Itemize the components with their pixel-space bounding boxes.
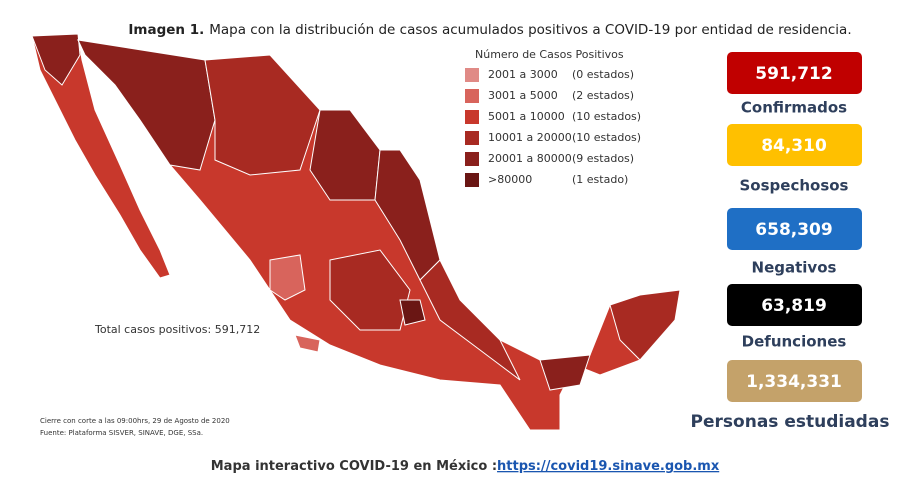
stat-box bbox=[727, 360, 862, 402]
legend-range: 3001 a 5000 bbox=[488, 89, 558, 102]
stat-box bbox=[727, 208, 862, 250]
stat-value: 658,309 bbox=[755, 220, 832, 240]
legend-range: 5001 a 10000 bbox=[488, 110, 565, 123]
legend-count: (10 estados) bbox=[572, 131, 641, 144]
stat-label: Sospechosos bbox=[740, 177, 849, 195]
legend-title: Número de Casos Positivos bbox=[475, 48, 624, 61]
legend-count: (1 estado) bbox=[572, 173, 628, 186]
stats: 591,712 Confirmados 84,310 Sospechosos 658,3… bbox=[691, 52, 890, 432]
legend-range: 20001 a 80000 bbox=[488, 152, 572, 165]
legend: 2001 a 3000 (0 estados) 3001 a 5000 (2 esta… bbox=[465, 68, 641, 187]
footer-link[interactable]: https://covid19.sinave.gob.mx bbox=[497, 459, 720, 474]
stat-label: Confirmados bbox=[741, 99, 847, 117]
stat-value: 84,310 bbox=[761, 136, 827, 156]
note: Cierre con corte a las 09:00hrs, 29 de A… bbox=[40, 417, 230, 425]
legend-swatch bbox=[465, 110, 479, 124]
stat-box bbox=[727, 52, 862, 94]
footer-text: Mapa interactivo COVID-19 en México : bbox=[211, 459, 497, 474]
footer: Mapa interactivo COVID-19 en México :htt… bbox=[211, 459, 720, 474]
legend-count: (10 estados) bbox=[572, 110, 641, 123]
stat-value: 63,819 bbox=[761, 296, 827, 316]
legend-count: (9 estados) bbox=[572, 152, 634, 165]
stat-box bbox=[727, 284, 862, 326]
stat-value: 1,334,331 bbox=[746, 372, 842, 392]
legend-count: (2 estados) bbox=[572, 89, 634, 102]
legend-swatch bbox=[465, 152, 479, 166]
legend-range: 2001 a 3000 bbox=[488, 68, 558, 81]
note: Fuente: Plataforma SISVER, SINAVE, DGE, … bbox=[40, 429, 203, 437]
legend-swatch bbox=[465, 131, 479, 145]
map bbox=[31, 33, 681, 431]
legend-count: (0 estados) bbox=[572, 68, 634, 81]
legend-range: 10001 a 20000 bbox=[488, 131, 572, 144]
title: Imagen 1. Mapa con la distribución de cas… bbox=[128, 22, 851, 38]
legend-swatch bbox=[465, 89, 479, 103]
title-bold: Imagen 1. bbox=[128, 22, 204, 38]
total-text: Total casos positivos: 591,712 bbox=[94, 323, 260, 336]
stat-label: Defunciones bbox=[742, 333, 847, 351]
title-text: Mapa con la distribución de casos acumul… bbox=[209, 22, 851, 38]
stat-box bbox=[727, 124, 862, 166]
stat-value: 591,712 bbox=[755, 64, 832, 84]
legend-swatch bbox=[465, 173, 479, 187]
stat-label: Personas estudiadas bbox=[691, 412, 890, 432]
stat-label: Negativos bbox=[752, 259, 837, 277]
legend-swatch bbox=[465, 68, 479, 82]
legend-range: >80000 bbox=[488, 173, 532, 186]
